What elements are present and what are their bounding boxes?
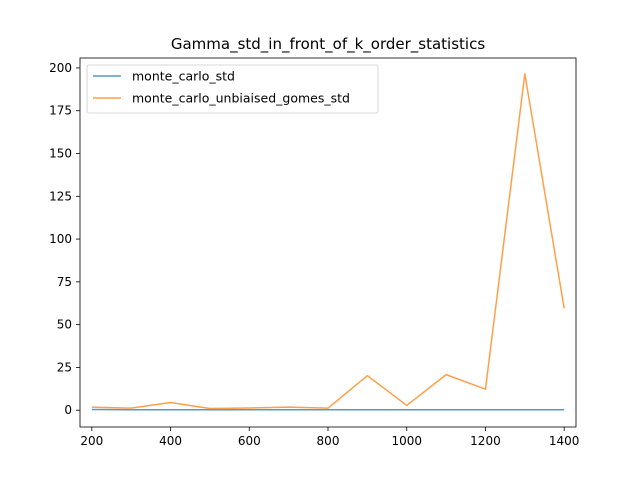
axes-layer: 200 400 600 800 1000 1200 1400 0 25 50 75 100 125 150…	[49, 57, 580, 448]
series-line-2	[91, 73, 565, 410]
x-tick-label: 1200	[470, 434, 501, 448]
x-tick-label: 1000	[391, 434, 422, 448]
legend-label-1: monte_carlo_std	[132, 69, 235, 84]
y-tick-label: 100	[49, 232, 72, 246]
y-tick-label: 0	[64, 403, 72, 417]
legend-label-2: monte_carlo_unbiaised_gomes_std	[132, 91, 350, 106]
y-tick-label: 200	[49, 61, 72, 75]
legend: monte_carlo_std monte_carlo_unbiaised_gom…	[86, 64, 379, 114]
series-layer	[91, 73, 565, 411]
y-tick-label: 75	[57, 275, 72, 289]
x-tick-label: 400	[159, 434, 182, 448]
x-tick-label: 200	[80, 434, 103, 448]
y-tick-label: 175	[49, 104, 72, 118]
x-tick-label: 600	[238, 434, 261, 448]
x-tick-label: 1400	[549, 434, 580, 448]
y-tick-label: 50	[57, 318, 72, 332]
y-tick-label: 150	[49, 147, 72, 161]
legend-box	[86, 64, 379, 114]
y-tick-label: 125	[49, 189, 72, 203]
chart-title: Gamma_std_in_front_of_k_order_statistics	[171, 35, 485, 54]
x-tick-label: 800	[317, 434, 340, 448]
y-tick-label: 25	[57, 360, 72, 374]
